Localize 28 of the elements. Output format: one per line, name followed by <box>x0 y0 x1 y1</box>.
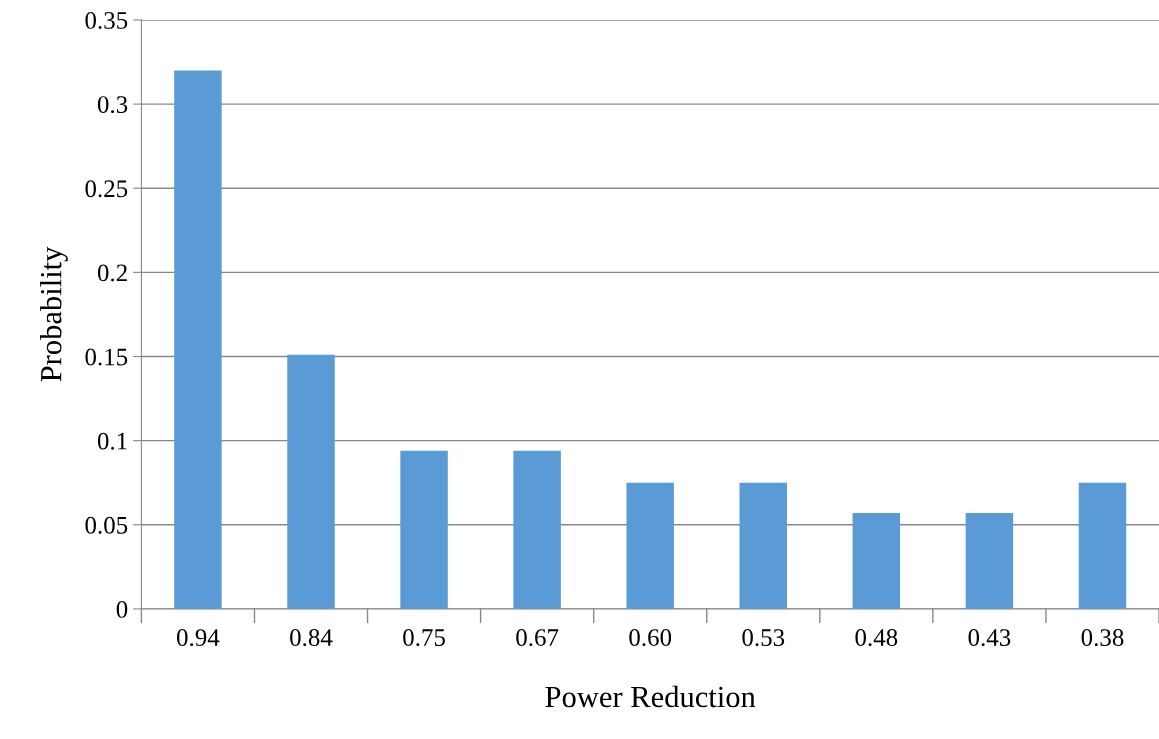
bar <box>739 482 788 609</box>
x-tick-label: 0.53 <box>742 629 785 647</box>
bar <box>287 354 335 609</box>
y-tick-label: 0 <box>116 600 128 618</box>
y-axis-title: Probability <box>39 246 68 382</box>
x-tick-label: 0.38 <box>1081 629 1124 647</box>
x-tick-label: 0.43 <box>968 629 1011 647</box>
y-tick-label: 0.2 <box>97 264 127 282</box>
x-tick-label: 0.60 <box>629 629 672 647</box>
bar <box>400 450 448 609</box>
x-tick-label: 0.67 <box>516 629 559 647</box>
bar <box>174 70 222 609</box>
x-tick-label: 0.94 <box>177 629 220 647</box>
y-tick-label: 0.1 <box>97 432 127 450</box>
bar <box>513 450 561 609</box>
x-tick-label: 0.48 <box>855 629 898 647</box>
bar <box>852 513 901 609</box>
y-tick-label: 0.3 <box>97 96 128 114</box>
bar <box>965 513 1014 609</box>
y-tick-label: 0.25 <box>85 180 128 198</box>
x-tick-label: 0.75 <box>403 629 445 647</box>
y-tick-label: 0.05 <box>85 516 128 534</box>
y-tick-label: 0.15 <box>85 348 128 366</box>
x-tick-label: 0.84 <box>290 629 333 647</box>
y-tick-label: 0.35 <box>85 12 128 29</box>
bar <box>1078 482 1127 609</box>
x-axis-title: Power Reduction <box>545 685 756 708</box>
bar <box>626 482 674 609</box>
